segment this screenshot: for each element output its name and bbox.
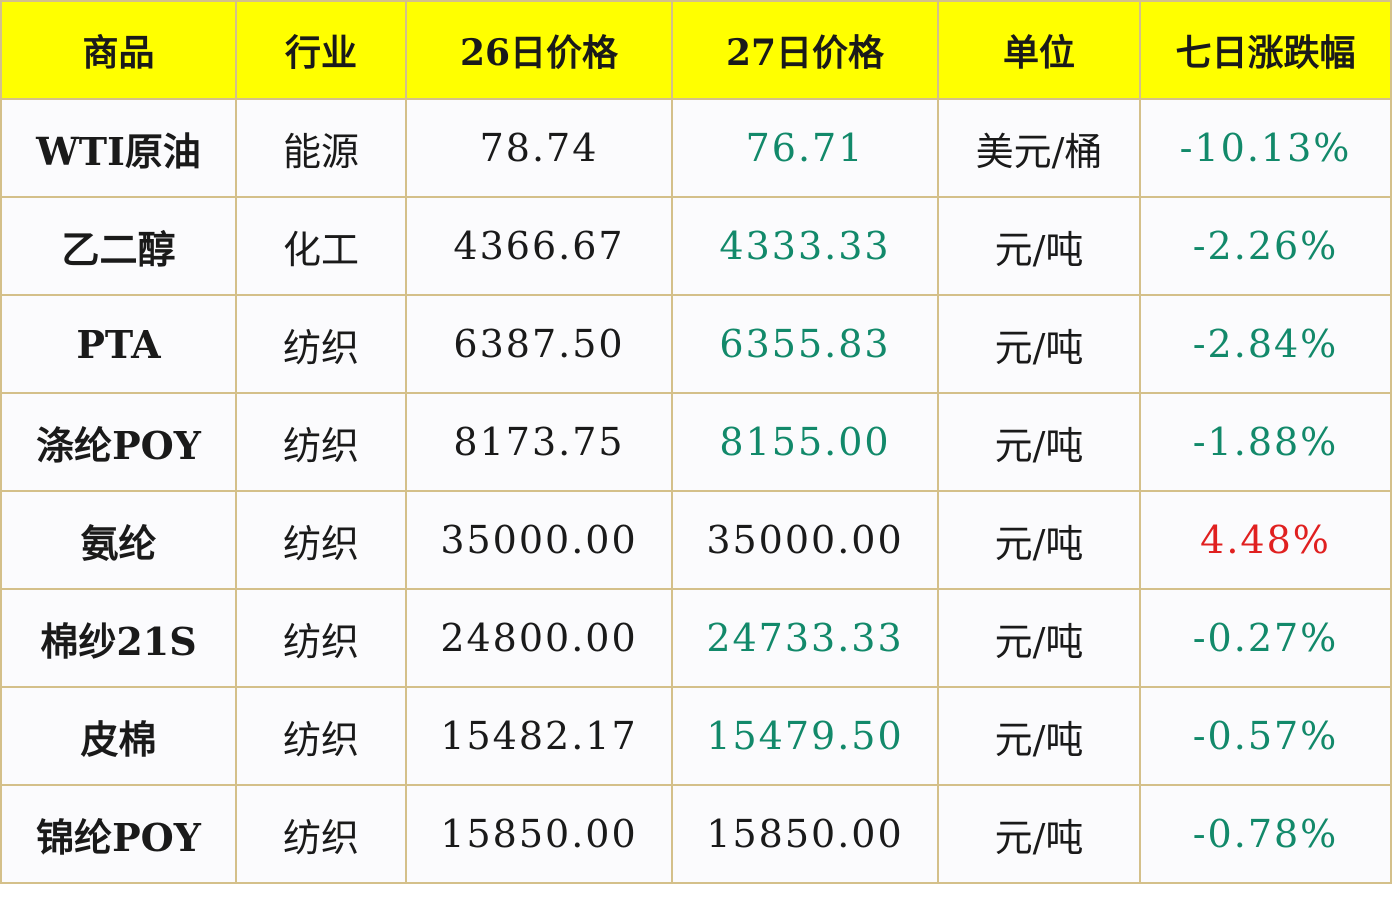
unit-cell: 元/吨 — [937, 392, 1141, 492]
industry-cell: 纺织 — [235, 686, 407, 786]
unit-cell: 元/吨 — [937, 686, 1141, 786]
industry-cell: 纺织 — [235, 392, 407, 492]
commodity-cell: PTA — [0, 294, 237, 394]
change-cell: -0.78% — [1139, 784, 1392, 884]
unit-cell: 元/吨 — [937, 784, 1141, 884]
price-26-cell: 6387.50 — [405, 294, 673, 394]
table-row: 氨纶 纺织 35000.00 35000.00 元/吨 4.48% — [0, 490, 1392, 590]
price-26-cell: 8173.75 — [405, 392, 673, 492]
price-26-cell: 78.74 — [405, 98, 673, 198]
commodity-cell: 氨纶 — [0, 490, 237, 590]
price-27-cell: 35000.00 — [671, 490, 939, 590]
table-row: PTA 纺织 6387.50 6355.83 元/吨 -2.84% — [0, 294, 1392, 394]
industry-cell: 化工 — [235, 196, 407, 296]
change-cell: -1.88% — [1139, 392, 1392, 492]
industry-cell: 纺织 — [235, 490, 407, 590]
unit-cell: 元/吨 — [937, 294, 1141, 394]
price-27-cell: 8155.00 — [671, 392, 939, 492]
industry-cell: 纺织 — [235, 294, 407, 394]
change-cell: -10.13% — [1139, 98, 1392, 198]
price-26-cell: 35000.00 — [405, 490, 673, 590]
commodity-cell: 棉纱21S — [0, 588, 237, 688]
price-27-cell: 15479.50 — [671, 686, 939, 786]
industry-cell: 纺织 — [235, 588, 407, 688]
table-row: 涤纶POY 纺织 8173.75 8155.00 元/吨 -1.88% — [0, 392, 1392, 492]
price-27-cell: 24733.33 — [671, 588, 939, 688]
change-cell: -2.26% — [1139, 196, 1392, 296]
header-unit: 单位 — [937, 0, 1141, 100]
table-row: 乙二醇 化工 4366.67 4333.33 元/吨 -2.26% — [0, 196, 1392, 296]
commodity-cell: WTI原油 — [0, 98, 237, 198]
unit-cell: 元/吨 — [937, 490, 1141, 590]
price-27-cell: 15850.00 — [671, 784, 939, 884]
header-seven-day-change: 七日涨跌幅 — [1139, 0, 1392, 100]
table-row: 棉纱21S 纺织 24800.00 24733.33 元/吨 -0.27% — [0, 588, 1392, 688]
commodity-price-table: 商品 行业 26日价格 27日价格 单位 七日涨跌幅 WTI原油 能源 78.74 7… — [0, 0, 1392, 884]
commodity-cell: 锦纶POY — [0, 784, 237, 884]
unit-cell: 美元/桶 — [937, 98, 1141, 198]
price-26-cell: 4366.67 — [405, 196, 673, 296]
change-cell: -2.84% — [1139, 294, 1392, 394]
price-27-cell: 6355.83 — [671, 294, 939, 394]
header-industry: 行业 — [235, 0, 407, 100]
header-commodity: 商品 — [0, 0, 237, 100]
unit-cell: 元/吨 — [937, 196, 1141, 296]
change-cell: 4.48% — [1139, 490, 1392, 590]
industry-cell: 纺织 — [235, 784, 407, 884]
industry-cell: 能源 — [235, 98, 407, 198]
header-row: 商品 行业 26日价格 27日价格 单位 七日涨跌幅 — [0, 0, 1392, 100]
header-price-26: 26日价格 — [405, 0, 673, 100]
price-26-cell: 15850.00 — [405, 784, 673, 884]
table-row: WTI原油 能源 78.74 76.71 美元/桶 -10.13% — [0, 98, 1392, 198]
header-price-27: 27日价格 — [671, 0, 939, 100]
price-27-cell: 4333.33 — [671, 196, 939, 296]
change-cell: -0.27% — [1139, 588, 1392, 688]
unit-cell: 元/吨 — [937, 588, 1141, 688]
price-26-cell: 15482.17 — [405, 686, 673, 786]
commodity-cell: 乙二醇 — [0, 196, 237, 296]
commodity-cell: 涤纶POY — [0, 392, 237, 492]
table-row: 锦纶POY 纺织 15850.00 15850.00 元/吨 -0.78% — [0, 784, 1392, 884]
price-26-cell: 24800.00 — [405, 588, 673, 688]
change-cell: -0.57% — [1139, 686, 1392, 786]
commodity-cell: 皮棉 — [0, 686, 237, 786]
table-row: 皮棉 纺织 15482.17 15479.50 元/吨 -0.57% — [0, 686, 1392, 786]
price-27-cell: 76.71 — [671, 98, 939, 198]
